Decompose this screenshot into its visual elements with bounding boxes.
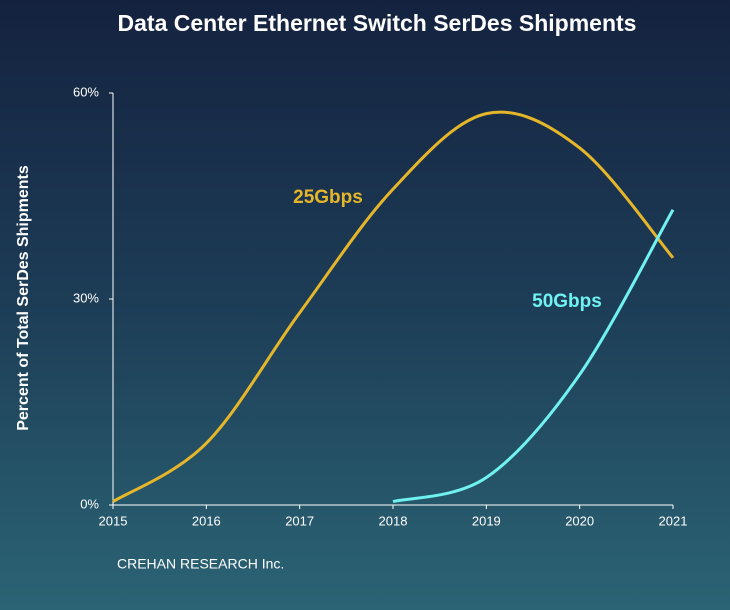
y-tick-label: 0% (80, 496, 99, 511)
x-tick-label: 2021 (659, 513, 688, 528)
source-note: CREHAN RESEARCH Inc. (117, 556, 284, 572)
series-label: 25Gbps (293, 187, 363, 208)
y-tick-label: 30% (73, 290, 99, 305)
y-axis-label: Percent of Total SerDes Shipments (15, 165, 32, 431)
y-tick-label: 60% (73, 84, 99, 99)
chart-title: Data Center Ethernet Switch SerDes Shipm… (118, 10, 637, 36)
x-tick-label: 2016 (192, 513, 221, 528)
x-tick-label: 2020 (565, 513, 594, 528)
x-tick-label: 2015 (99, 513, 128, 528)
x-tick-label: 2018 (379, 513, 408, 528)
x-tick-label: 2019 (472, 513, 501, 528)
series-line (112, 110, 675, 503)
series-label: 50Gbps (532, 291, 602, 312)
series-line (392, 208, 675, 504)
x-tick-label: 2017 (285, 513, 314, 528)
